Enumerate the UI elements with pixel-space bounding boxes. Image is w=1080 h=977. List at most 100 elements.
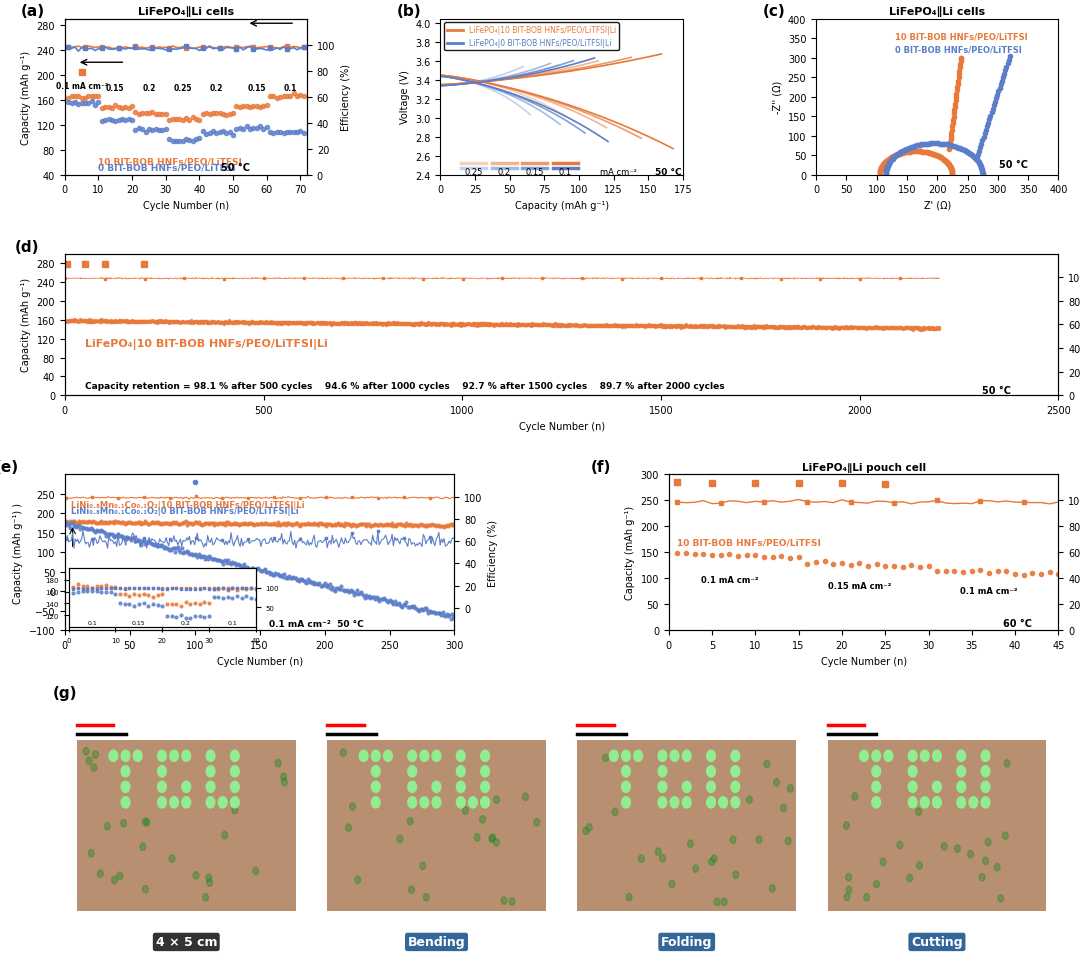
Y-axis label: Voltage (V): Voltage (V)	[400, 70, 409, 124]
Circle shape	[206, 750, 215, 762]
Circle shape	[489, 834, 496, 841]
Circle shape	[432, 782, 441, 792]
Circle shape	[908, 766, 917, 777]
Circle shape	[995, 864, 1000, 871]
Circle shape	[957, 782, 966, 792]
Circle shape	[408, 750, 417, 762]
Circle shape	[872, 782, 880, 792]
Circle shape	[534, 819, 540, 827]
Circle shape	[969, 797, 977, 808]
Circle shape	[612, 808, 618, 816]
Text: (d): (d)	[15, 239, 40, 254]
Circle shape	[880, 858, 886, 866]
Y-axis label: Capacity (mAh g⁻¹): Capacity (mAh g⁻¹)	[21, 278, 31, 372]
Circle shape	[232, 806, 238, 814]
Circle shape	[985, 838, 991, 846]
Circle shape	[781, 804, 786, 812]
Circle shape	[957, 750, 966, 762]
Circle shape	[626, 894, 632, 901]
Circle shape	[622, 782, 631, 792]
Circle shape	[622, 766, 631, 777]
Circle shape	[872, 766, 880, 777]
Circle shape	[622, 750, 631, 762]
Circle shape	[658, 782, 666, 792]
Circle shape	[89, 850, 94, 857]
Circle shape	[764, 760, 770, 768]
Bar	[77, 741, 296, 911]
Circle shape	[218, 797, 227, 808]
Circle shape	[340, 749, 347, 756]
Circle shape	[481, 750, 489, 762]
Circle shape	[773, 779, 780, 786]
Circle shape	[97, 871, 104, 877]
Circle shape	[908, 750, 917, 762]
Circle shape	[230, 782, 240, 792]
Circle shape	[121, 766, 130, 777]
X-axis label: Cycle Number (n): Cycle Number (n)	[143, 200, 229, 211]
Circle shape	[457, 766, 465, 777]
Circle shape	[981, 766, 990, 777]
Circle shape	[920, 797, 929, 808]
Circle shape	[872, 797, 880, 808]
Text: Cutting: Cutting	[912, 935, 962, 949]
Circle shape	[143, 818, 148, 826]
Circle shape	[372, 750, 380, 762]
Text: LiNi₀.₈Mn₀.₁Co₀.₁O₂|0 BIT-BOB HNFs/PEO/LiTFSI|Li: LiNi₀.₈Mn₀.₁Co₀.₁O₂|0 BIT-BOB HNFs/PEO/L…	[71, 507, 299, 516]
Circle shape	[983, 858, 988, 865]
Circle shape	[658, 797, 666, 808]
Circle shape	[143, 885, 148, 893]
Text: (f): (f)	[591, 460, 611, 475]
Circle shape	[860, 750, 868, 762]
Circle shape	[1002, 832, 1009, 839]
Circle shape	[481, 766, 489, 777]
Circle shape	[733, 871, 739, 878]
Circle shape	[230, 766, 240, 777]
Text: (e): (e)	[0, 460, 18, 475]
Circle shape	[170, 855, 175, 863]
Circle shape	[181, 782, 191, 792]
Circle shape	[253, 868, 258, 875]
Circle shape	[408, 797, 417, 808]
Circle shape	[634, 750, 643, 762]
Text: 0.1 mA cm⁻²  50 °C: 0.1 mA cm⁻² 50 °C	[269, 619, 364, 629]
Text: 0.1 mA cm⁻²: 0.1 mA cm⁻²	[55, 82, 108, 92]
Circle shape	[845, 893, 850, 901]
Circle shape	[481, 797, 489, 808]
Bar	[578, 741, 796, 911]
Circle shape	[181, 750, 191, 762]
Circle shape	[494, 838, 499, 846]
Y-axis label: -Z'' (Ω): -Z'' (Ω)	[772, 81, 782, 114]
Text: 10 BIT-BOB HNFs/PEO/LiTFSI: 10 BIT-BOB HNFs/PEO/LiTFSI	[98, 157, 242, 166]
Text: 0.25: 0.25	[174, 84, 192, 93]
Circle shape	[756, 836, 761, 843]
Text: 4 × 5 cm: 4 × 5 cm	[156, 935, 217, 949]
Text: 0.15: 0.15	[106, 84, 124, 93]
Circle shape	[955, 845, 960, 853]
Text: 0.1 mA cm⁻²: 0.1 mA cm⁻²	[701, 575, 758, 585]
Text: 50 °C: 50 °C	[982, 386, 1011, 396]
Circle shape	[852, 793, 858, 800]
X-axis label: Cycle Number (n): Cycle Number (n)	[518, 421, 605, 431]
Circle shape	[917, 862, 922, 870]
Circle shape	[688, 840, 693, 847]
Circle shape	[230, 750, 240, 762]
Circle shape	[109, 750, 118, 762]
Text: Capacity retention = 98.1 % after 500 cycles    94.6 % after 1000 cycles    92.7: Capacity retention = 98.1 % after 500 cy…	[84, 382, 725, 391]
Text: 0.15 mA cm⁻²: 0.15 mA cm⁻²	[827, 581, 891, 590]
Circle shape	[658, 766, 666, 777]
Circle shape	[221, 831, 228, 839]
Circle shape	[864, 894, 869, 901]
Circle shape	[158, 766, 166, 777]
Circle shape	[731, 797, 740, 808]
Circle shape	[874, 880, 879, 888]
Bar	[827, 741, 1047, 911]
Circle shape	[706, 797, 715, 808]
Circle shape	[121, 820, 126, 828]
Circle shape	[360, 750, 368, 762]
Circle shape	[469, 797, 477, 808]
Circle shape	[638, 855, 644, 863]
Circle shape	[121, 797, 130, 808]
Circle shape	[785, 837, 792, 845]
Circle shape	[583, 828, 589, 834]
Circle shape	[230, 797, 240, 808]
